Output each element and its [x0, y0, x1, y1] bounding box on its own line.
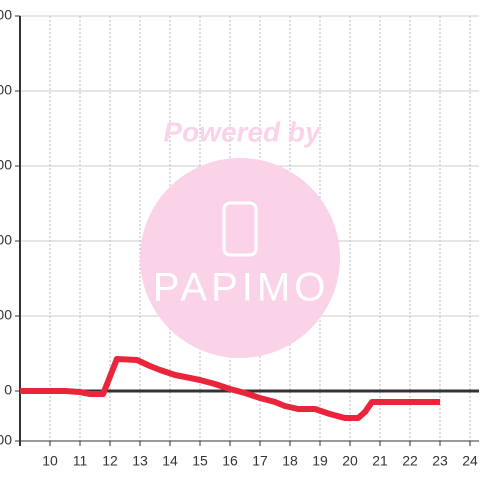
y-tick-label: 0 [4, 382, 12, 398]
y-tick-label: 30,000 [0, 307, 12, 323]
x-tick-label: 11 [73, 453, 88, 469]
watermark-logo: PAPIMO [153, 266, 330, 310]
y-tick-label: 90,000 [0, 157, 12, 173]
x-tick-label: 17 [252, 453, 268, 469]
watermark-text: Powered by [163, 116, 322, 147]
x-tick-label: 18 [282, 453, 298, 469]
x-tick-label: 19 [312, 453, 328, 469]
x-tick-label: 20 [342, 453, 358, 469]
x-tick-label: 16 [222, 453, 238, 469]
watermark-icon [222, 201, 258, 257]
y-tick-label: 120,000 [0, 82, 12, 98]
x-tick-label: 15 [192, 453, 208, 469]
x-tick-label: 10 [42, 453, 58, 469]
x-tick-label: 13 [132, 453, 148, 469]
y-tick-label: 60,000 [0, 232, 12, 248]
x-tick-label: 22 [402, 453, 418, 469]
x-tick-label: 12 [102, 453, 118, 469]
y-tick-label: 150,000 [0, 7, 12, 23]
x-tick-label: 21 [372, 453, 388, 469]
x-tick-label: 24 [462, 453, 478, 469]
x-tick-label: 23 [432, 453, 448, 469]
watermark-circle [140, 158, 340, 358]
line [20, 356, 440, 421]
x-tick-label: 14 [162, 453, 178, 469]
y-tick-label: -20,000 [0, 432, 12, 448]
